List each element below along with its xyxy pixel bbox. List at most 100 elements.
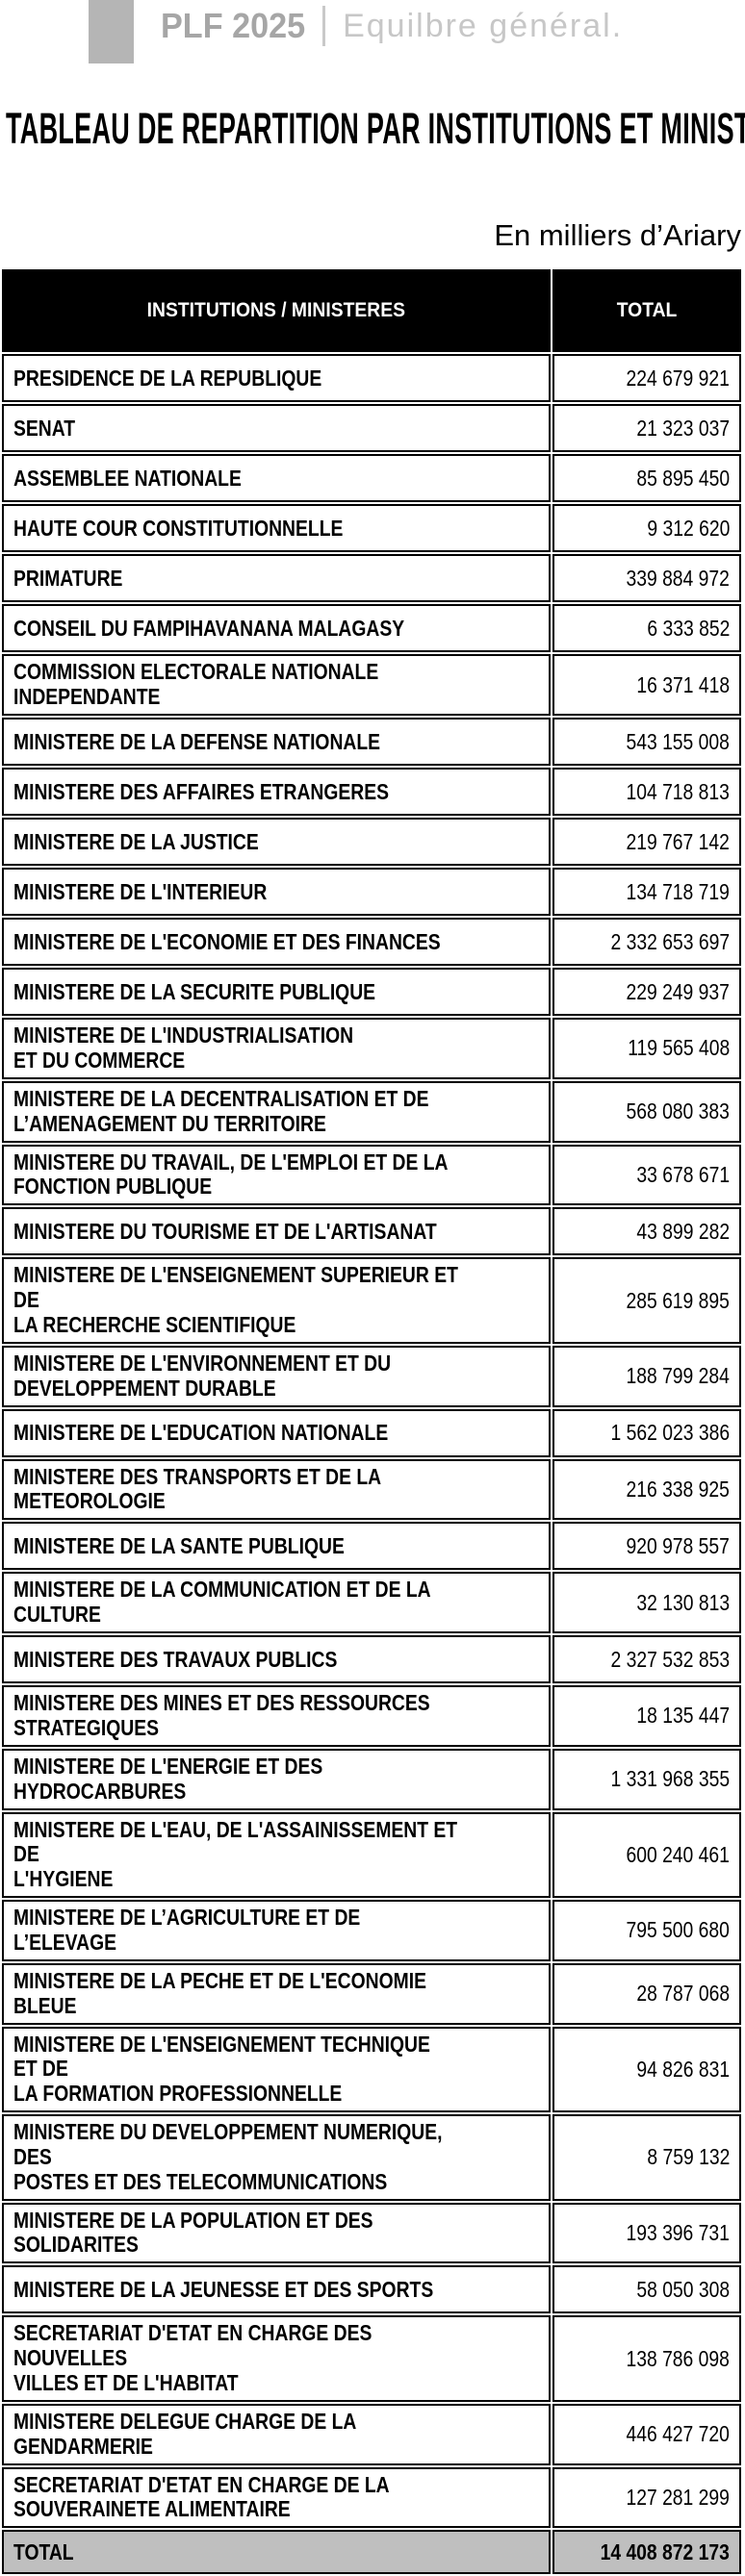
table-header-row: INSTITUTIONS / MINISTERES TOTAL <box>2 269 741 353</box>
row-label-cell: MINISTERE DE LA SANTE PUBLIQUE <box>2 1522 552 1571</box>
row-value-cell: 568 080 383 <box>552 1080 741 1143</box>
row-value-text: 94 826 831 <box>636 2056 730 2082</box>
row-value-text: 134 718 719 <box>626 878 730 904</box>
row-value-cell: 32 130 813 <box>552 1572 741 1633</box>
row-label-text: HAUTE COUR CONSTITUTIONNELLE <box>13 515 344 541</box>
row-label-text: PRIMATURE <box>13 565 123 591</box>
row-label-text: MINISTERE DE LA COMMUNICATION ET DE LA C… <box>13 1577 431 1627</box>
row-value-text: 32 130 813 <box>636 1589 730 1615</box>
row-label-text: COMMISSION ELECTORALE NATIONALE INDEPEND… <box>13 659 379 709</box>
row-label-cell: MINISTERE DE LA DEFENSE NATIONALE <box>2 718 552 766</box>
row-label-cell: MINISTERE DE L'EAU, DE L'ASSAINISSEMENT … <box>2 1811 552 1898</box>
brand-line: PLF 2025 Equilbre général. <box>161 6 623 46</box>
row-value-text: 2 327 532 853 <box>610 1646 730 1672</box>
row-label-cell: PRIMATURE <box>2 554 552 603</box>
row-label-cell: PRESIDENCE DE LA REPUBLIQUE <box>2 354 552 403</box>
brand-accent-bar <box>89 0 134 63</box>
row-label-text: MINISTERE DE LA JEUNESSE ET DES SPORTS <box>13 2276 434 2302</box>
row-label-cell: MINISTERE DU TRAVAIL, DE L'EMPLOI ET DE … <box>2 1144 552 1206</box>
table-body: PRESIDENCE DE LA REPUBLIQUE 224 679 921 … <box>2 354 741 2529</box>
row-value-text: 219 767 142 <box>626 828 730 854</box>
row-label-text: ASSEMBLEE NATIONALE <box>13 465 242 491</box>
row-value-text: 446 427 720 <box>626 2421 730 2447</box>
header-separator-bar <box>322 6 326 46</box>
row-label-text: MINISTERE DE L'ENSEIGNEMENT SUPERIEUR ET… <box>13 1262 458 1337</box>
page-title-text: TABLEAU DE REPARTITION PAR INSTITUTIONS … <box>6 104 745 153</box>
row-label-cell: MINISTERE DELEGUE CHARGE DE LA GENDARMER… <box>2 2403 552 2465</box>
table-row: MINISTERE DE LA PECHE ET DE L'ECONOMIE B… <box>2 1962 741 2025</box>
row-value-cell: 193 396 731 <box>552 2202 741 2264</box>
row-value-text: 6 333 852 <box>647 615 730 641</box>
row-value-text: 224 679 921 <box>626 365 730 391</box>
row-value-text: 138 786 098 <box>626 2345 730 2371</box>
row-value-cell: 1 331 968 355 <box>552 1748 741 1810</box>
row-value-text: 28 787 068 <box>636 1981 730 2007</box>
row-label-text: MINISTERE DE L'ENERGIE ET DES HYDROCARBU… <box>13 1753 323 1804</box>
row-label-cell: MINISTERE DE L'ENSEIGNEMENT TECHNIQUE ET… <box>2 2026 552 2112</box>
row-label-cell: MINISTERE DE LA DECENTRALISATION ET DE L… <box>2 1080 552 1143</box>
table-row: MINISTERE DE LA POPULATION ET DES SOLIDA… <box>2 2202 741 2264</box>
row-label-cell: SECRETARIAT D'ETAT EN CHARGE DE LA SOUVE… <box>2 2466 552 2529</box>
row-label-cell: MINISTERE DE L'INTERIEUR <box>2 868 552 916</box>
row-label-cell: MINISTERE DES TRANSPORTS ET DE LA METEOR… <box>2 1458 552 1521</box>
row-label-text: MINISTERE DE LA SECURITE PUBLIQUE <box>13 978 376 1004</box>
row-value-cell: 43 899 282 <box>552 1207 741 1256</box>
row-value-cell: 795 500 680 <box>552 1900 741 1961</box>
page-title: TABLEAU DE REPARTITION PAR INSTITUTIONS … <box>6 104 745 153</box>
total-value-cell: 14 408 872 173 <box>552 2530 741 2575</box>
row-value-cell: 16 371 418 <box>552 654 741 716</box>
row-value-cell: 543 155 008 <box>552 718 741 766</box>
row-value-text: 127 281 299 <box>626 2484 730 2510</box>
row-label-text: MINISTERE DES TRANSPORTS ET DE LA METEOR… <box>13 1463 382 1514</box>
allocation-table: INSTITUTIONS / MINISTERES TOTAL PRESIDEN… <box>0 267 743 2576</box>
table-row: MINISTERE DE L'EDUCATION NATIONALE 1 562… <box>2 1408 741 1457</box>
table-row: COMMISSION ELECTORALE NATIONALE INDEPEND… <box>2 654 741 716</box>
row-label-text: MINISTERE DE LA DECENTRALISATION ET DE L… <box>13 1085 429 1136</box>
row-label-text: MINISTERE DE LA PECHE ET DE L'ECONOMIE B… <box>13 1967 426 2018</box>
row-label-cell: MINISTERE DE L'ENSEIGNEMENT SUPERIEUR ET… <box>2 1257 552 1344</box>
row-label-cell: CONSEIL DU FAMPIHAVANANA MALAGASY <box>2 604 552 653</box>
row-label-cell: ASSEMBLEE NATIONALE <box>2 454 552 503</box>
row-label-cell: MINISTERE DE LA JUSTICE <box>2 818 552 866</box>
column-header-institutions-text: INSTITUTIONS / MINISTERES <box>147 299 406 322</box>
row-value-text: 2 332 653 697 <box>610 928 730 954</box>
table-row: HAUTE COUR CONSTITUTIONNELLE 9 312 620 <box>2 504 741 553</box>
row-label-cell: MINISTERE DE LA PECHE ET DE L'ECONOMIE B… <box>2 1962 552 2025</box>
row-value-text: 543 155 008 <box>626 728 730 754</box>
row-value-text: 1 331 968 355 <box>610 1766 730 1792</box>
row-label-cell: SECRETARIAT D'ETAT EN CHARGE DES NOUVELL… <box>2 2315 552 2402</box>
row-label-text: MINISTERE DE L'EDUCATION NATIONALE <box>13 1420 389 1445</box>
row-value-text: 568 080 383 <box>626 1099 730 1124</box>
row-value-text: 216 338 925 <box>626 1476 730 1502</box>
table-row: MINISTERE DE LA SANTE PUBLIQUE 920 978 5… <box>2 1522 741 1571</box>
table-row: MINISTERE DU TOURISME ET DE L'ARTISANAT … <box>2 1207 741 1256</box>
row-value-text: 285 619 895 <box>626 1287 730 1313</box>
row-label-text: MINISTERE DE L'INTERIEUR <box>13 878 268 904</box>
row-label-cell: MINISTERE DE L'ECONOMIE ET DES FINANCES <box>2 918 552 966</box>
row-label-cell: MINISTERE DU DEVELOPPEMENT NUMERIQUE, DE… <box>2 2114 552 2201</box>
table-row: MINISTERE DE L’AGRICULTURE ET DE L’ELEVA… <box>2 1900 741 1961</box>
row-value-cell: 1 562 023 386 <box>552 1408 741 1457</box>
table-row: MINISTERE DU DEVELOPPEMENT NUMERIQUE, DE… <box>2 2114 741 2201</box>
row-label-text: MINISTERE DE LA SANTE PUBLIQUE <box>13 1532 345 1558</box>
table-row: MINISTERE DES AFFAIRES ETRANGERES 104 71… <box>2 768 741 816</box>
row-label-cell: MINISTERE DU TOURISME ET DE L'ARTISANAT <box>2 1207 552 1256</box>
table-row: MINISTERE DE L'ECONOMIE ET DES FINANCES … <box>2 918 741 966</box>
row-value-text: 339 884 972 <box>626 565 730 591</box>
row-value-text: 18 135 447 <box>636 1703 730 1729</box>
table-row: MINISTERE DE L'EAU, DE L'ASSAINISSEMENT … <box>2 1811 741 1898</box>
row-value-cell: 446 427 720 <box>552 2403 741 2465</box>
row-label-text: SECRETARIAT D'ETAT EN CHARGE DES NOUVELL… <box>13 2320 372 2395</box>
row-value-cell: 119 565 408 <box>552 1018 741 1079</box>
row-label-cell: MINISTERE DE L'INDUSTRIALISATION ET DU C… <box>2 1018 552 1079</box>
row-label-cell: MINISTERE DES MINES ET DES RESSOURCES ST… <box>2 1685 552 1747</box>
row-label-cell: MINISTERE DE L’AGRICULTURE ET DE L’ELEVA… <box>2 1900 552 1961</box>
row-value-text: 119 565 408 <box>627 1035 730 1061</box>
row-label-text: MINISTERE DELEGUE CHARGE DE LA GENDARMER… <box>13 2408 356 2459</box>
row-value-cell: 6 333 852 <box>552 604 741 653</box>
row-value-text: 8 759 132 <box>647 2144 730 2170</box>
column-header-total: TOTAL <box>552 269 741 353</box>
row-label-text: MINISTERE DE LA JUSTICE <box>13 828 259 854</box>
row-value-cell: 138 786 098 <box>552 2315 741 2402</box>
